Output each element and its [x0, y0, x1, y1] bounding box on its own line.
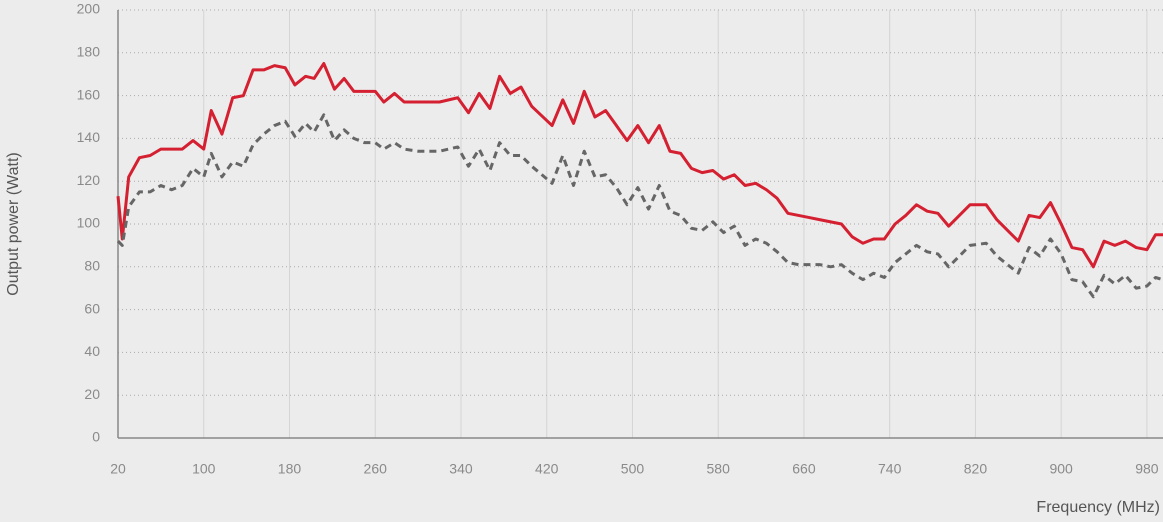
x-tick-label: 20 [110, 461, 126, 477]
y-axis-label: Output power (Watt) [5, 152, 22, 295]
y-tick-label: 0 [92, 429, 100, 445]
x-tick-label: 820 [964, 461, 988, 477]
y-tick-label: 40 [84, 343, 100, 359]
x-tick-label: 900 [1049, 461, 1073, 477]
y-tick-label: 100 [77, 215, 101, 231]
series-line [116, 62, 1163, 269]
y-tick-label: 20 [84, 386, 100, 402]
y-tick-label: 180 [77, 44, 101, 60]
x-tick-label: 740 [878, 461, 902, 477]
y-tick-label: 160 [77, 86, 101, 102]
x-tick-label: 580 [707, 461, 731, 477]
x-tick-label: 180 [278, 461, 302, 477]
x-tick-label: 340 [449, 461, 473, 477]
y-tick-label: 60 [84, 300, 100, 316]
x-tick-label: 100 [192, 461, 216, 477]
y-tick-label: 120 [77, 172, 101, 188]
x-axis-label: Frequency (MHz) [1036, 499, 1160, 516]
x-tick-label: 980 [1135, 461, 1159, 477]
y-tick-label: 80 [84, 258, 100, 274]
x-tick-label: 500 [621, 461, 645, 477]
x-tick-label: 260 [364, 461, 388, 477]
x-tick-label: 660 [792, 461, 816, 477]
y-tick-label: 140 [77, 129, 101, 145]
y-tick-label: 200 [77, 1, 101, 17]
x-tick-label: 420 [535, 461, 559, 477]
series-line [116, 113, 1163, 299]
